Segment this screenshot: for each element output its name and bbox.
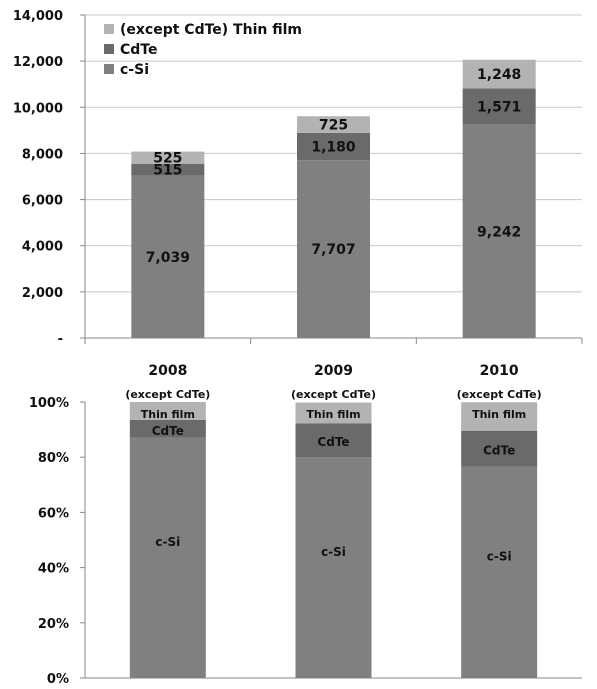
top-bar-c-si-2009: [297, 160, 370, 338]
legend-label-cdte: CdTe: [120, 42, 157, 58]
bottom-bar-cdte-2010: [461, 430, 538, 467]
top-data-label: 725: [319, 118, 348, 134]
bottom-bar-c-si-2009: [295, 457, 372, 678]
bottom-y-tick-label: 0%: [47, 672, 69, 685]
top-bar-thin-film-2010: [462, 59, 536, 89]
top-y-tick-label: -: [58, 332, 63, 347]
top-data-label: 9,242: [477, 224, 521, 240]
legend-swatch-c-si: [104, 64, 114, 74]
top-bar-cdte-2010: [462, 88, 536, 125]
bottom-bar-cdte-2009: [295, 423, 372, 458]
bottom-segment-label-cdte: CdTe: [317, 435, 349, 449]
bottom-segment-label-thin-line2: Thin film: [141, 408, 195, 421]
top-data-label: 515: [153, 163, 182, 179]
bottom-segment-label-cdte: CdTe: [152, 424, 184, 438]
bottom-bar-c-si-2010: [461, 466, 538, 678]
top-y-tick-label: 2,000: [22, 286, 63, 301]
bottom-bar-thin-film-2008: [129, 402, 206, 420]
top-y-tick-label: 4,000: [22, 240, 63, 255]
top-bar-thin-film-2009: [297, 116, 370, 133]
category-label: 2009: [314, 363, 353, 379]
bottom-y-tick-label: 40%: [38, 562, 69, 577]
category-label: 2010: [480, 363, 519, 379]
bottom-segment-label-thin-line1: (except CdTe): [125, 388, 210, 401]
top-bar-cdte-2008: [131, 163, 205, 176]
top-y-tick-label: 10,000: [13, 101, 63, 116]
top-y-tick-label: 14,000: [13, 9, 63, 24]
top-y-tick-label: 8,000: [22, 147, 63, 162]
bottom-segment-label-thin-line2: Thin film: [472, 408, 526, 421]
top-data-label: 7,707: [311, 242, 355, 258]
bottom-bar-c-si-2008: [129, 437, 206, 678]
bottom-bar-thin-film-2009: [295, 402, 372, 424]
bottom-segment-label-thin-line1: (except CdTe): [457, 388, 542, 401]
legend-swatch-thin-film: [104, 24, 114, 34]
top-data-label: 1,248: [477, 67, 521, 83]
bottom-bar-cdte-2008: [129, 419, 206, 438]
bottom-segment-label-c-si: c-Si: [155, 535, 180, 549]
bottom-segment-label-c-si: c-Si: [321, 545, 346, 559]
bottom-bar-thin-film-2010: [461, 402, 538, 431]
top-y-tick-label: 12,000: [13, 55, 63, 70]
bottom-y-tick-label: 60%: [38, 506, 69, 521]
bottom-y-tick-label: 100%: [29, 396, 69, 411]
top-bar-c-si-2010: [462, 124, 536, 338]
bottom-y-tick-label: 20%: [38, 617, 69, 632]
top-data-label: 525: [153, 151, 182, 167]
bottom-y-tick-label: 80%: [38, 451, 69, 466]
top-data-label: 1,180: [311, 140, 356, 156]
category-label: 2008: [148, 363, 187, 379]
top-bar-thin-film-2008: [131, 151, 205, 164]
legend-swatch-cdte: [104, 44, 114, 54]
bottom-segment-label-thin-line2: Thin film: [306, 408, 360, 421]
bottom-segment-label-c-si: c-Si: [487, 550, 512, 564]
top-data-label: 7,039: [146, 250, 190, 266]
bottom-segment-label-thin-line1: (except CdTe): [291, 388, 376, 401]
legend-label-c-si: c-Si: [120, 62, 149, 78]
top-y-tick-label: 6,000: [22, 194, 63, 209]
top-bar-c-si-2008: [131, 175, 205, 338]
top-data-label: 1,571: [477, 100, 521, 116]
top-bar-cdte-2009: [297, 132, 370, 161]
bottom-segment-label-cdte: CdTe: [483, 444, 515, 458]
legend-label-thin-film: (except CdTe) Thin film: [120, 22, 302, 38]
